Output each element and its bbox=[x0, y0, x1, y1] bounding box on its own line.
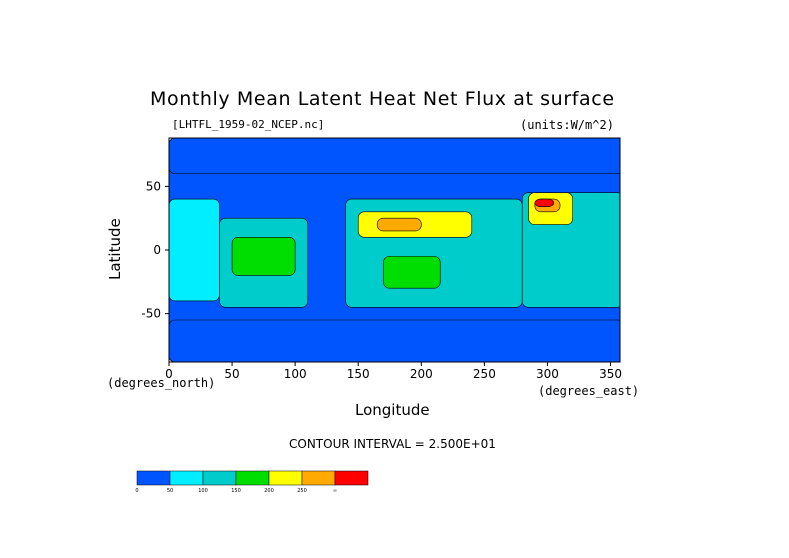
colorbar-tick-label: 0 bbox=[135, 488, 138, 494]
x-tick-label: 300 bbox=[536, 367, 559, 381]
x-tick-label: 100 bbox=[284, 367, 307, 381]
chart-title: Monthly Mean Latent Heat Net Flux at sur… bbox=[150, 88, 615, 110]
file-label: [LHTFL_1959-02_NCEP.nc] bbox=[172, 118, 325, 131]
colorbar-tick-label: 150 bbox=[231, 488, 241, 494]
flux-region bbox=[169, 319, 620, 362]
colorbar-swatch bbox=[202, 470, 237, 486]
x-tick-label: 350 bbox=[599, 367, 622, 381]
flux-region bbox=[169, 198, 220, 302]
y-axis-unit: (degrees_north) bbox=[107, 376, 216, 390]
colorbar-tick-label: 100 bbox=[198, 488, 208, 494]
x-axis-unit: (degrees_east) bbox=[538, 384, 640, 398]
flux-region bbox=[376, 217, 422, 232]
colorbar-tick-label: ∞ bbox=[333, 488, 337, 494]
x-axis-label: Longitude bbox=[355, 401, 430, 419]
y-tick-label: -50 bbox=[141, 307, 161, 321]
x-tick-label: 150 bbox=[347, 367, 370, 381]
colorbar-tick-label: 200 bbox=[264, 488, 274, 494]
x-tick-label: 250 bbox=[473, 367, 496, 381]
x-tick-label: 50 bbox=[224, 367, 239, 381]
colorbar-swatch bbox=[301, 470, 336, 486]
plot-area bbox=[168, 137, 621, 363]
flux-region bbox=[231, 236, 296, 276]
x-tick-label: 0 bbox=[165, 367, 173, 381]
colorbar-swatch bbox=[268, 470, 303, 486]
contour-interval: CONTOUR INTERVAL = 2.500E+01 bbox=[289, 437, 496, 451]
flux-region bbox=[169, 138, 620, 174]
units-label: (units:W/m^2) bbox=[520, 118, 614, 132]
colorbar-swatch bbox=[334, 470, 369, 486]
colorbar-swatch bbox=[235, 470, 270, 486]
colorbar: 0 50 100 150 200 250 ∞ bbox=[135, 470, 369, 494]
colorbar-swatch bbox=[169, 470, 204, 486]
colorbar-swatch bbox=[136, 470, 171, 486]
x-tick-label: 200 bbox=[410, 367, 433, 381]
axes: 0 50 100 150 200 250 300 350 50 0 -50 bbox=[141, 179, 622, 381]
colorbar-tick-label: 250 bbox=[297, 488, 307, 494]
flux-region bbox=[383, 256, 441, 289]
y-tick-label: 0 bbox=[153, 243, 161, 257]
colorbar-tick-label: 50 bbox=[167, 488, 173, 494]
flux-region bbox=[534, 198, 555, 208]
y-tick-label: 50 bbox=[146, 179, 161, 193]
field-layer bbox=[169, 138, 620, 362]
